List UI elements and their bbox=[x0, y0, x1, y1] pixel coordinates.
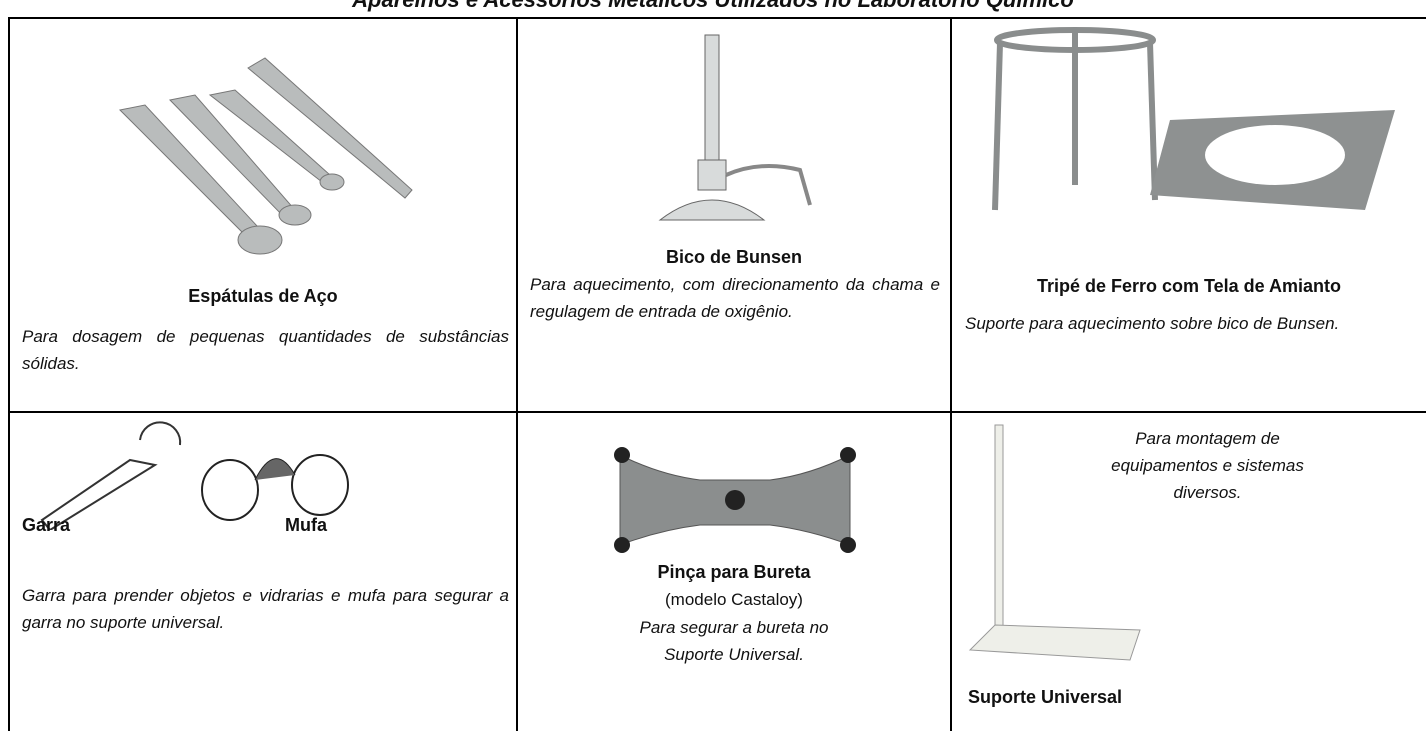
bunsen-image bbox=[658, 34, 812, 221]
item-description: Garra para prender objetos e vidrarias e… bbox=[22, 586, 509, 632]
item-name: Bico de Bunsen bbox=[665, 247, 803, 267]
item-name: Suporte Universal bbox=[968, 687, 1123, 707]
border bbox=[8, 17, 10, 731]
item-name: Pinça para Bureta bbox=[657, 562, 811, 582]
border bbox=[8, 411, 1426, 413]
spatulas-image bbox=[118, 57, 413, 255]
tripod-image bbox=[992, 27, 1395, 211]
item-label: Mufa bbox=[285, 515, 327, 535]
clamp-image bbox=[40, 421, 349, 530]
item-label: Garra bbox=[22, 515, 71, 535]
item-description: Suporte para aquecimento sobre bico de B… bbox=[965, 314, 1340, 333]
item-description: Para dosagem de pequenas quantidades de … bbox=[22, 327, 509, 373]
item-name: Espátulas de Aço bbox=[188, 286, 338, 306]
page-title: Aparelhos e Acessórios Metálicos Utiliza… bbox=[0, 0, 1426, 13]
item-description: Para segurar a bureta no Suporte Univers… bbox=[639, 618, 829, 664]
burette-clamp-image bbox=[614, 447, 856, 553]
item-description: Para aquecimento, com direcionamento da … bbox=[530, 275, 940, 321]
item-note: (modelo Castaloy) bbox=[665, 590, 803, 609]
item-description: Para montagem de equipamentos e sistemas… bbox=[1111, 429, 1304, 502]
item-name: Tripé de Ferro com Tela de Amianto bbox=[1036, 276, 1342, 296]
border bbox=[8, 17, 1426, 19]
border bbox=[950, 17, 952, 731]
stand-image bbox=[968, 424, 1141, 661]
border bbox=[516, 17, 518, 731]
